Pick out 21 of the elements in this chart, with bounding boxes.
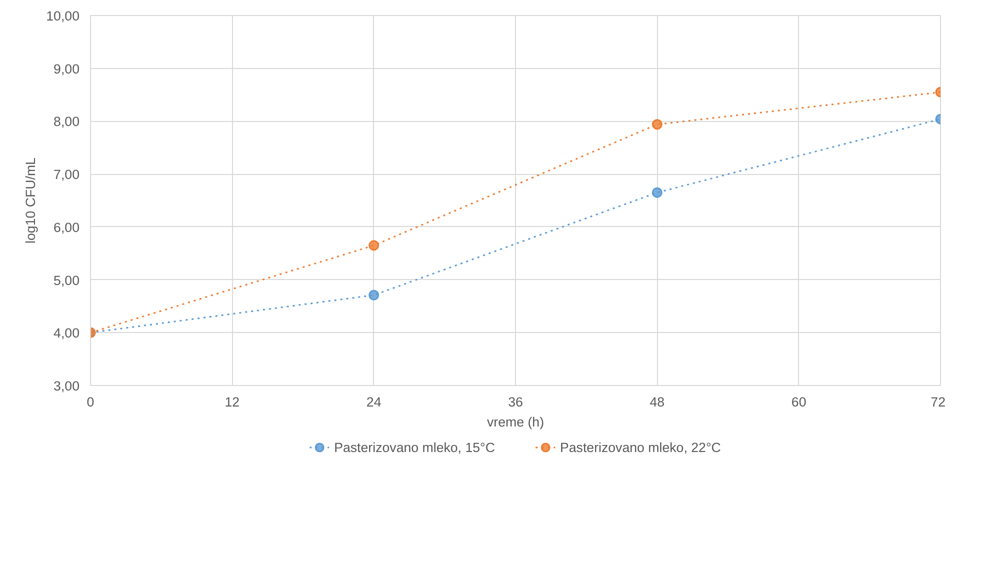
y-tick-label: 7,00	[54, 167, 80, 182]
point	[652, 119, 662, 130]
y-axis-title: log10 CFU/mL	[23, 158, 38, 244]
legend-label: Pasterizovano mleko, 15°C	[334, 440, 495, 454]
x-tick-label: 60	[791, 394, 806, 410]
y-tick-label: 6,00	[54, 220, 80, 235]
x-tick-label: 48	[650, 394, 665, 410]
x-tick-label: 12	[224, 394, 240, 410]
x-tick-label: 36	[508, 394, 523, 410]
y-tick-label: 5,00	[54, 272, 80, 288]
y-tick-label: 10,00	[46, 8, 80, 24]
x-axis-title: vreme (h)	[486, 414, 544, 430]
y-tick-label: 8,00	[54, 114, 80, 130]
x-tick-label: 0	[86, 394, 94, 410]
x-tick-label: 72	[930, 394, 946, 410]
y-tick-label: 3,00	[54, 378, 80, 394]
y-tick-label: 4,00	[54, 326, 80, 341]
point	[368, 240, 380, 251]
legend-label: Pasterizovano mleko, 22°C	[560, 440, 721, 454]
x-tick-label: 24	[366, 394, 382, 410]
y-tick-label: 9,00	[54, 61, 80, 76]
